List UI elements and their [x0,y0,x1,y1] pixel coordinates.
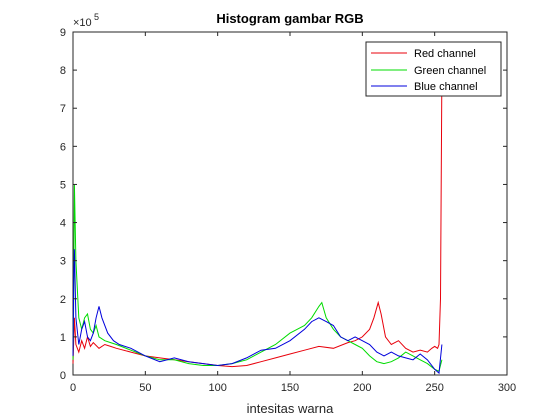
x-tick-label: 300 [498,382,516,394]
y-tick-label: 2 [60,294,66,306]
chart-title: Histogram gambar RGB [216,11,363,26]
x-tick-label: 150 [281,382,299,394]
x-tick-label: 50 [139,382,151,394]
legend-label-red: Red channel [414,48,476,60]
y-tick-label: 0 [60,370,66,382]
y-tick-label: 7 [60,103,66,115]
y-tick-label: 9 [60,27,66,39]
y-tick-label: 5 [60,179,66,191]
y-tick-label: 8 [60,65,66,77]
y-multiplier-label: ×10 [73,17,92,29]
x-tick-label: 0 [70,382,76,394]
x-axis-label: intesitas warna [247,401,334,416]
x-tick-label: 200 [353,382,371,394]
legend-label-blue: Blue channel [414,81,478,93]
x-tick-label: 100 [208,382,226,394]
x-tick-label: 250 [425,382,443,394]
y-axis-ticks: 0 1 2 3 4 5 6 7 8 9 [60,27,507,382]
y-tick-label: 4 [60,218,66,230]
legend-box [365,41,502,97]
y-tick-label: 6 [60,141,66,153]
y-multiplier-exponent: 5 [94,12,99,22]
series-line-red-channel [72,70,443,368]
series-layer [72,70,443,375]
series-line-green-channel [72,184,443,372]
y-tick-label: 1 [60,332,66,344]
x-axis-ticks: 0 50 100 150 200 250 300 [70,32,516,394]
legend: Red channel Green channel Blue channel [365,41,502,97]
series-line-blue-channel [72,249,443,375]
y-tick-label: 3 [60,256,66,268]
legend-label-green: Green channel [414,65,486,77]
